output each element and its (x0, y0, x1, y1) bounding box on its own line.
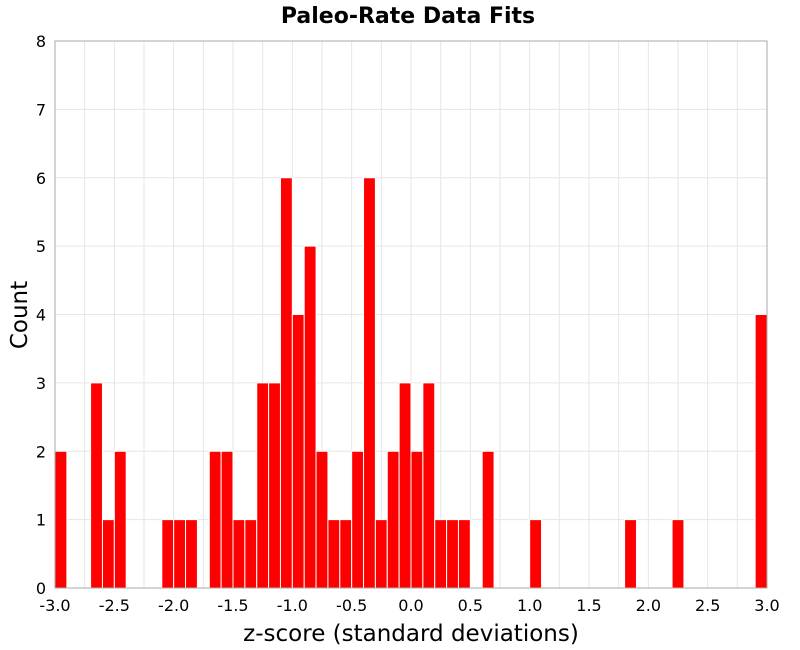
histogram-bar (398, 382, 412, 589)
chart-title: Paleo-Rate Data Fits (281, 4, 535, 29)
histogram-bar (363, 177, 376, 589)
y-tick-label: 0 (36, 579, 46, 598)
x-tick-label: 3.0 (754, 596, 779, 615)
histogram-bar (315, 450, 329, 589)
x-tick-label: -1.5 (217, 596, 248, 615)
histogram-bar (232, 519, 246, 589)
histogram-bar (386, 450, 400, 589)
histogram-bar (185, 519, 198, 589)
histogram-bar (481, 450, 495, 589)
x-tick-label: 1.5 (576, 596, 601, 615)
histogram-bar (208, 450, 222, 589)
histogram-bar (90, 382, 103, 589)
y-tick-label: 7 (36, 100, 46, 119)
x-tick-label: -3.0 (39, 596, 70, 615)
histogram-bar (457, 519, 471, 589)
histogram-bar (529, 519, 543, 589)
y-tick-label: 8 (36, 32, 46, 51)
y-tick-label: 3 (36, 374, 46, 393)
histogram-bar (671, 519, 685, 589)
histogram-bar (446, 519, 459, 589)
histogram-bar (161, 519, 175, 589)
histogram-bar (624, 519, 637, 589)
x-tick-label: 0.5 (458, 596, 483, 615)
y-axis-ticks: 0 1 2 3 4 5 6 7 8 (36, 32, 46, 598)
x-tick-label: -2.0 (158, 596, 189, 615)
x-tick-label: 2.5 (695, 596, 720, 615)
histogram-bar (434, 519, 448, 589)
histogram-bar (244, 519, 258, 589)
histogram-bar (279, 177, 293, 589)
histogram-bar (374, 519, 388, 589)
y-tick-label: 6 (36, 169, 46, 188)
histogram-bar (268, 382, 281, 589)
histogram-bar (291, 314, 305, 589)
x-axis-label: z-score (standard deviations) (243, 621, 579, 647)
histogram-bar (410, 450, 424, 589)
x-tick-label: 2.0 (636, 596, 661, 615)
x-axis-ticks: -3.0 -2.5 -2.0 -1.5 -1.0 -0.5 0.0 0.5 1.0 1.5 2.0 2… (39, 596, 779, 615)
histogram-bar (422, 382, 436, 589)
x-tick-label: -0.5 (336, 596, 367, 615)
plot-area-frame (54, 40, 768, 589)
histogram-bar (256, 382, 270, 589)
histogram-bar (101, 519, 115, 589)
histogram-bar (754, 314, 768, 589)
histogram-bar (327, 519, 341, 589)
histogram-bar (351, 450, 365, 589)
y-axis-label: Count (7, 281, 33, 349)
histogram-bar (173, 519, 187, 589)
x-tick-label: -2.5 (99, 596, 130, 615)
x-tick-label: 1.0 (517, 596, 542, 615)
histogram-bar (113, 450, 127, 589)
histogram-bar (303, 245, 317, 589)
histogram-bar (220, 450, 234, 589)
histogram-bar (54, 450, 68, 589)
x-tick-label: -1.0 (277, 596, 308, 615)
x-tick-label: 0.0 (398, 596, 423, 615)
histogram-bar (339, 519, 353, 589)
y-tick-label: 5 (36, 237, 46, 256)
y-tick-label: 4 (36, 306, 46, 325)
y-tick-label: 2 (36, 442, 46, 461)
histogram-bars (54, 177, 768, 589)
y-tick-label: 1 (36, 511, 46, 530)
